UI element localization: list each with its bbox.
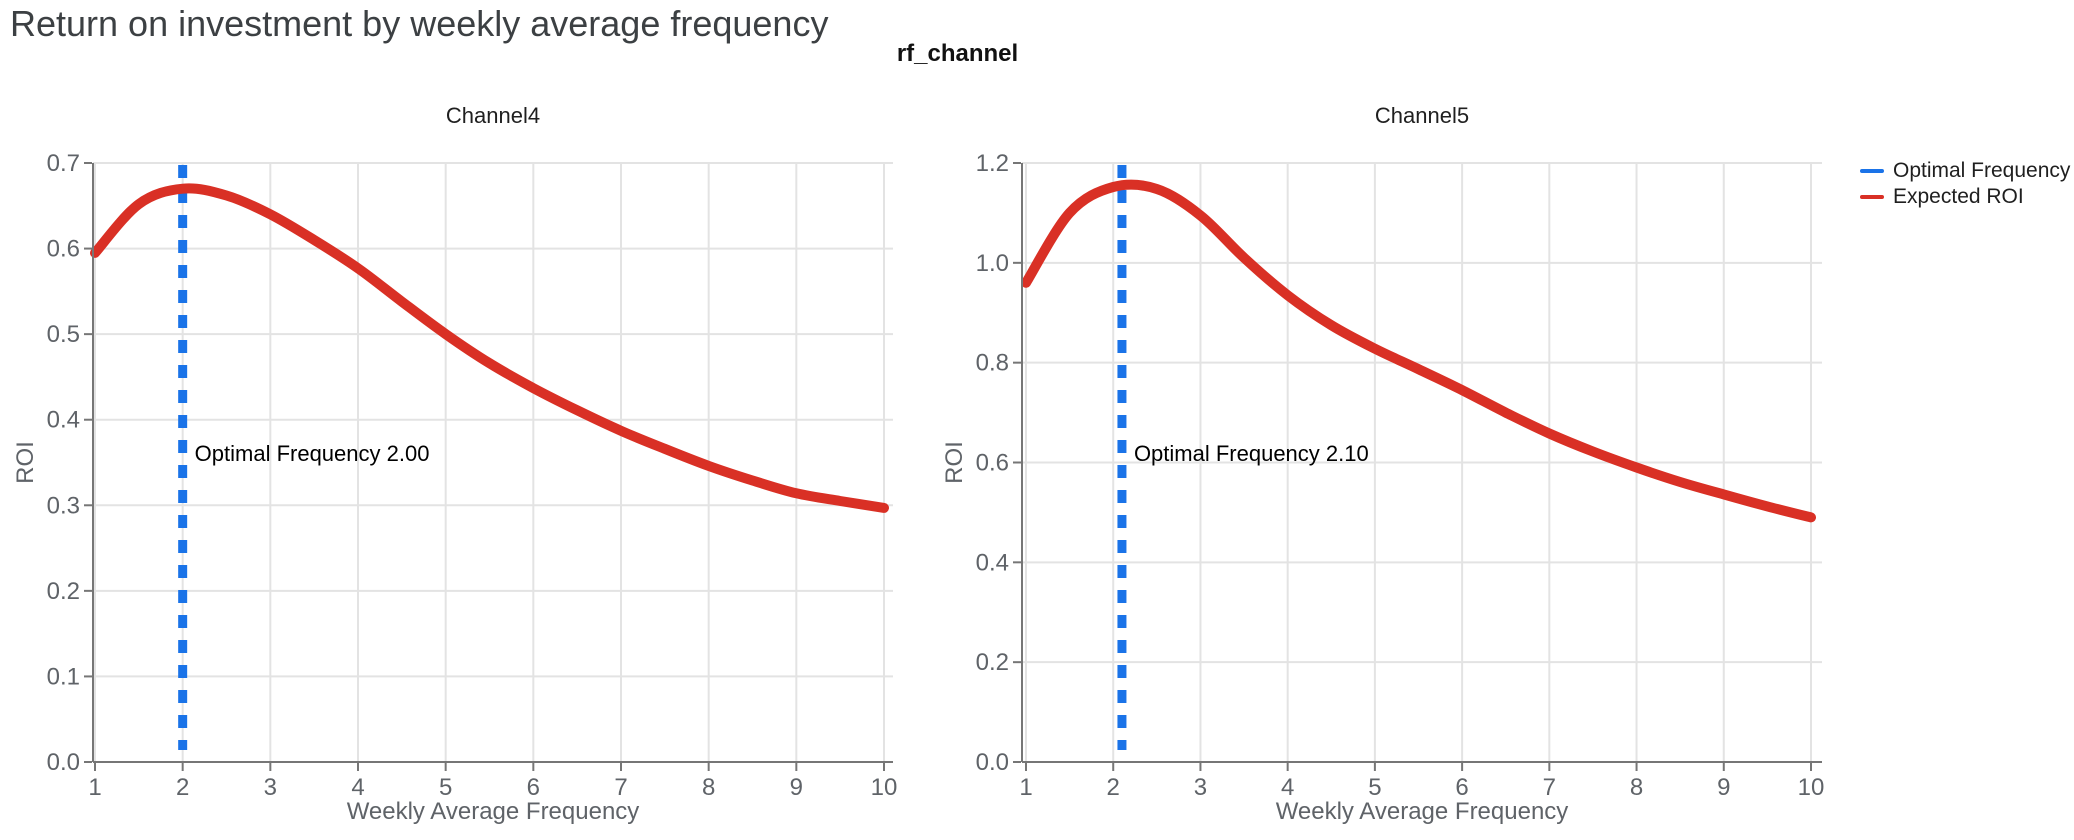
legend-item-expected-roi[interactable]: Expected ROI [1860,184,2070,210]
channel4-y-tick-label: 0.6 [47,236,80,263]
channel5-y-tick-label: 0.6 [976,450,1009,477]
channel5-x-tick-label: 7 [1543,774,1556,801]
legend-item-optimal-frequency[interactable]: Optimal Frequency [1860,158,2070,184]
channel5-x-tick-label: 10 [1798,774,1825,801]
channel4-x-tick-label: 1 [88,774,101,801]
channel4-optimal-frequency-annotation: Optimal Frequency 2.00 [195,441,430,466]
facet-title: rf_channel [896,40,1019,67]
channel4-y-tick-label: 0.2 [47,578,80,605]
expected-roi-line-swatch [1860,195,1884,199]
channel4-x-tick-label: 6 [527,774,540,801]
legend: Optimal Frequency Expected ROI [1860,158,2070,210]
channel5-x-tick-label: 3 [1194,774,1207,801]
page-title: Return on investment by weekly average f… [10,3,829,44]
channel5-optimal-frequency-annotation: Optimal Frequency 2.10 [1134,441,1369,466]
channel5-subplot-title: Channel5 [1375,103,1469,128]
channel5-expected-roi-curve [1021,179,1816,523]
channel4-x-tick-label: 8 [702,774,715,801]
channel5-x-axis-title: Weekly Average Frequency [1276,798,1569,825]
channel5-y-axis-title: ROI [941,441,968,484]
channel4-y-tick-label: 0.4 [47,407,80,434]
channel5-x-tick-label: 4 [1281,774,1294,801]
channel5-x-tick-label: 1 [1019,774,1032,801]
channel5-x-tick-label: 2 [1107,774,1120,801]
legend-label-optimal-frequency: Optimal Frequency [1893,159,2071,182]
channel4-y-tick-label: 0.3 [47,492,80,519]
channel4-x-tick-label: 10 [871,774,898,801]
legend-label-expected-roi: Expected ROI [1893,185,2024,208]
channel4-x-tick-label: 7 [614,774,627,801]
channel5-x-tick-label: 5 [1368,774,1381,801]
channel5-y-tick-label: 0.0 [976,749,1009,776]
channel5-y-tick-label: 1.0 [976,250,1009,277]
channel5-x-tick-label: 9 [1717,774,1730,801]
channel4-y-tick-label: 0.5 [47,321,80,348]
channel4-expected-roi-curve [90,183,889,513]
channel4-x-tick-label: 5 [439,774,452,801]
channel4-x-axis-title: Weekly Average Frequency [347,798,640,825]
channel4-y-tick-label: 0.1 [47,663,80,690]
channel4-x-tick-label: 2 [176,774,189,801]
channel5-y-tick-label: 0.8 [976,350,1009,377]
channel5-y-tick-label: 0.4 [976,549,1009,576]
channel5-x-tick-label: 8 [1630,774,1643,801]
channel4-x-tick-label: 4 [351,774,364,801]
channel5-y-tick-label: 0.2 [976,649,1009,676]
channel4-y-tick-label: 0.0 [47,749,80,776]
channel4-subplot-title: Channel4 [446,103,540,128]
optimal-frequency-line-swatch [1860,169,1884,173]
channel5-x-tick-label: 6 [1455,774,1468,801]
channel4-y-axis-title: ROI [12,441,39,484]
channel5-y-tick-label: 1.2 [976,150,1009,177]
channel4-x-tick-label: 3 [264,774,277,801]
channel4-y-tick-label: 0.7 [47,150,80,177]
channel4-x-tick-label: 9 [790,774,803,801]
